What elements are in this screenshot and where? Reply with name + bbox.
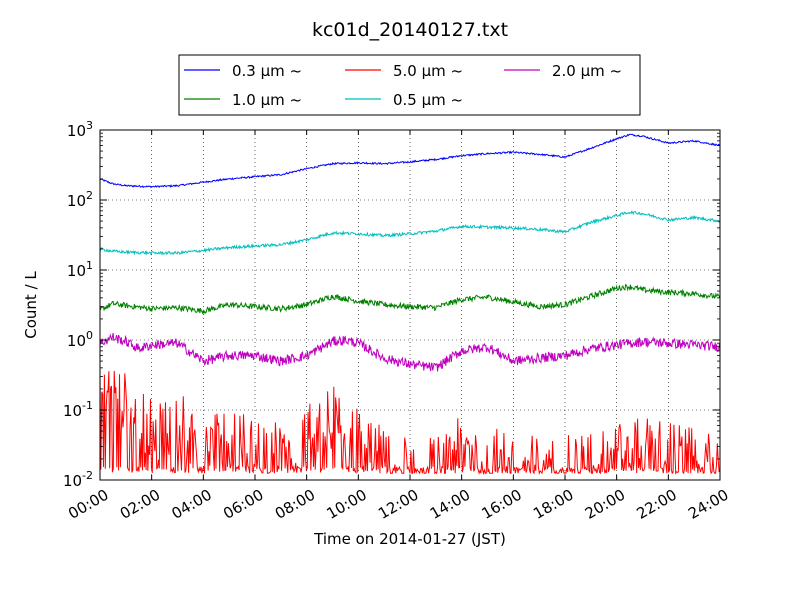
legend-label: 5.0 μm ~	[393, 62, 463, 80]
series-line	[99, 332, 721, 372]
ticks	[99, 129, 721, 481]
legend-frame	[178, 54, 641, 116]
series-layer	[99, 133, 721, 476]
y-tick-labels: 10-2 10-1 100 101 102 103	[63, 119, 93, 490]
y-tick-label: 100	[67, 329, 93, 350]
chart-title: kc01d_20140127.txt	[312, 19, 508, 41]
legend-label: 0.5 μm ~	[393, 91, 463, 109]
y-tick-label: 102	[67, 189, 93, 210]
series-line	[99, 283, 721, 315]
y-tick-label: 103	[67, 119, 93, 140]
grid	[100, 130, 720, 480]
series-line	[99, 133, 721, 189]
series-line	[99, 210, 721, 256]
legend-label: 0.3 μm ~	[232, 62, 302, 80]
y-tick-label: 101	[67, 259, 93, 280]
series-line	[99, 370, 721, 476]
legend-label: 2.0 μm ~	[552, 62, 622, 80]
y-tick-label: 10-1	[63, 399, 93, 420]
legend-label: 1.0 μm ~	[232, 91, 302, 109]
x-axis-label: Time on 2014-01-27 (JST)	[313, 530, 506, 548]
legend: 0.3 μm ~ 1.0 μm ~ 5.0 μm ~ 0.5 μm ~ 2.0 μm ~	[178, 54, 641, 116]
y-axis-label: Count / L	[22, 271, 40, 339]
y-tick-label: 10-2	[63, 469, 93, 490]
